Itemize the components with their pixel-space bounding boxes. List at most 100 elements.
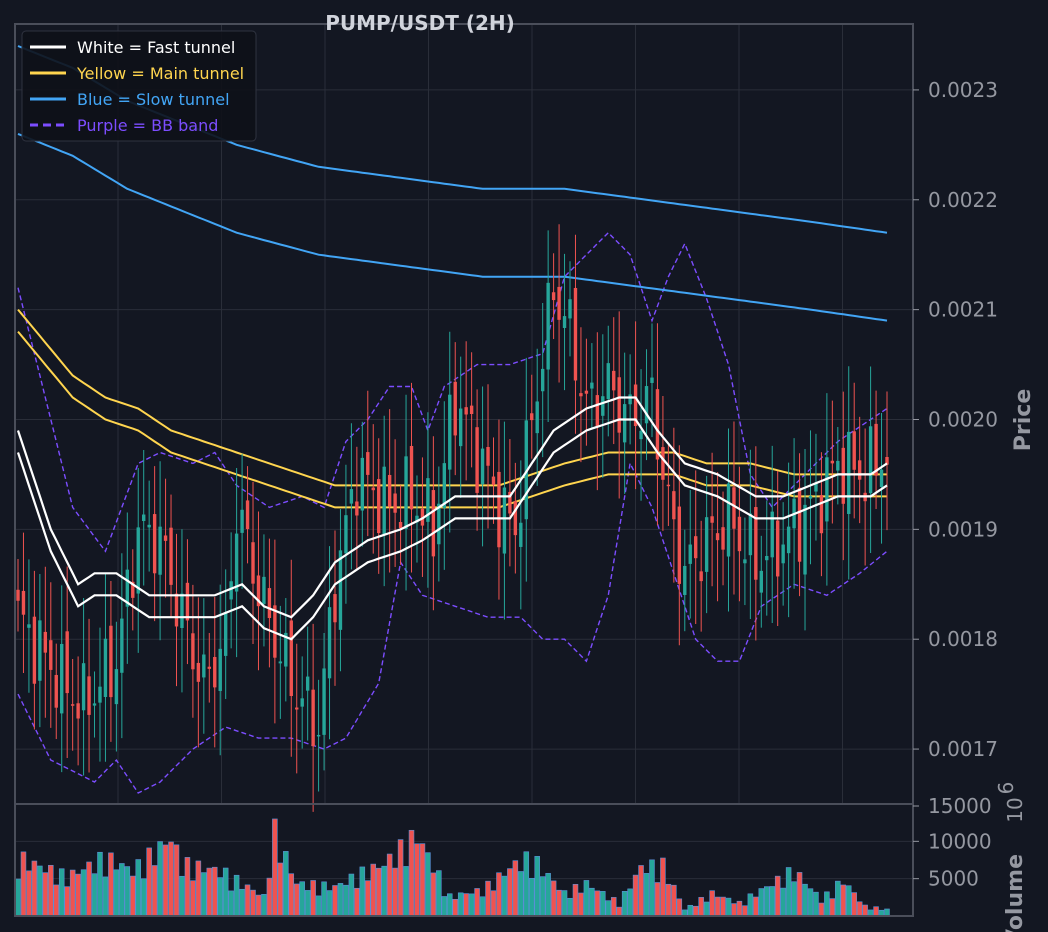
volume-bar bbox=[463, 893, 469, 917]
volume-bar bbox=[567, 897, 573, 917]
chart-title: PUMP/USDT (2H) bbox=[325, 11, 515, 35]
volume-bar bbox=[201, 872, 207, 917]
fast-tunnel-upper-line bbox=[16, 396, 888, 619]
candle-body bbox=[710, 516, 714, 523]
candle-body bbox=[158, 526, 162, 575]
volume-bar bbox=[179, 875, 185, 917]
candle-body bbox=[54, 674, 58, 708]
candle-body bbox=[371, 487, 375, 491]
volume-bar bbox=[113, 869, 120, 917]
candle-body bbox=[562, 316, 567, 328]
candle-body bbox=[464, 407, 468, 415]
bb-lower-line bbox=[17, 461, 888, 794]
volume-panel-frame bbox=[14, 803, 914, 917]
candle-body bbox=[256, 575, 261, 607]
volume-bar bbox=[173, 844, 180, 917]
legend-label-main: Yellow = Main tunnel bbox=[76, 64, 244, 83]
volume-bar bbox=[856, 901, 863, 917]
candle-body bbox=[546, 282, 550, 370]
volume-bar bbox=[250, 889, 256, 917]
candle-body bbox=[27, 624, 31, 628]
candle-body bbox=[360, 457, 365, 511]
candle-body bbox=[70, 704, 75, 706]
candle-body bbox=[819, 495, 824, 534]
volume-bar bbox=[359, 866, 366, 917]
volume-bar bbox=[321, 881, 327, 917]
volume-bar bbox=[468, 893, 475, 917]
volume-bar bbox=[764, 886, 770, 917]
volume-bar bbox=[578, 892, 584, 917]
candle-body bbox=[879, 469, 884, 487]
volume-bar bbox=[676, 898, 683, 917]
candle-body bbox=[622, 404, 627, 443]
price-tick-label: 0.0023 bbox=[928, 78, 998, 102]
volume-bar bbox=[758, 888, 765, 917]
candle-body bbox=[513, 501, 518, 536]
candle-body bbox=[267, 588, 272, 619]
candle-body bbox=[316, 734, 321, 737]
candle-body bbox=[393, 493, 397, 513]
volume-bar bbox=[343, 884, 349, 917]
volume-bar bbox=[239, 888, 245, 917]
volume-bar bbox=[168, 841, 174, 917]
volume-bar bbox=[545, 873, 551, 917]
candle-body bbox=[535, 401, 539, 434]
volume-bar bbox=[835, 880, 841, 917]
volume-bar bbox=[813, 891, 819, 917]
fast-tunnel-layer bbox=[16, 396, 888, 641]
candle-body bbox=[633, 384, 638, 427]
volume-bar bbox=[255, 894, 262, 917]
candle-body bbox=[136, 527, 140, 594]
volume-bar bbox=[140, 878, 147, 917]
volume-bars-layer bbox=[15, 818, 890, 917]
volume-bar bbox=[386, 853, 393, 917]
candle-body bbox=[431, 490, 436, 557]
volume-bar bbox=[791, 881, 797, 917]
candle-body bbox=[590, 382, 594, 389]
candle-body bbox=[207, 666, 211, 669]
volume-bar bbox=[862, 904, 868, 917]
volume-bar bbox=[162, 844, 169, 917]
price-tick-label: 0.0017 bbox=[928, 737, 998, 761]
candle-body bbox=[147, 524, 151, 528]
candle-body bbox=[185, 582, 190, 621]
volume-bar bbox=[873, 906, 879, 917]
volume-bar bbox=[818, 902, 825, 917]
price-tick-label: 0.0020 bbox=[928, 407, 998, 431]
candle-body bbox=[366, 452, 370, 475]
candle-body bbox=[109, 625, 113, 698]
volume-bar bbox=[108, 852, 114, 917]
candle-body bbox=[721, 527, 725, 550]
candle-body bbox=[43, 631, 48, 653]
candle-body bbox=[803, 504, 807, 575]
volume-bar bbox=[518, 871, 524, 917]
candle-body bbox=[579, 393, 583, 397]
legend-label-bb: Purple = BB band bbox=[77, 116, 218, 135]
candle-body bbox=[125, 569, 130, 607]
candle-body bbox=[699, 571, 703, 582]
candle-body bbox=[120, 618, 124, 673]
candle-body bbox=[218, 648, 222, 691]
volume-bar bbox=[780, 887, 786, 917]
volume-bar bbox=[293, 883, 300, 917]
candle-body bbox=[491, 476, 496, 485]
candle-body bbox=[677, 506, 682, 584]
candle-body bbox=[437, 503, 441, 545]
candle-body bbox=[355, 501, 359, 516]
volume-bar bbox=[408, 829, 415, 917]
volume-bar bbox=[671, 884, 677, 917]
candle-body bbox=[202, 654, 206, 678]
candle-body bbox=[398, 521, 403, 529]
candle-body bbox=[21, 590, 26, 615]
volume-bar bbox=[146, 847, 152, 917]
volume-bar bbox=[370, 863, 377, 917]
volume-bar bbox=[627, 888, 633, 917]
candle-body bbox=[409, 445, 414, 510]
volume-bar bbox=[69, 869, 76, 917]
candle-body bbox=[333, 594, 337, 623]
volume-bar bbox=[91, 873, 98, 917]
candle-body bbox=[322, 668, 326, 735]
volume-bar bbox=[277, 862, 284, 917]
candle-body bbox=[262, 576, 266, 604]
